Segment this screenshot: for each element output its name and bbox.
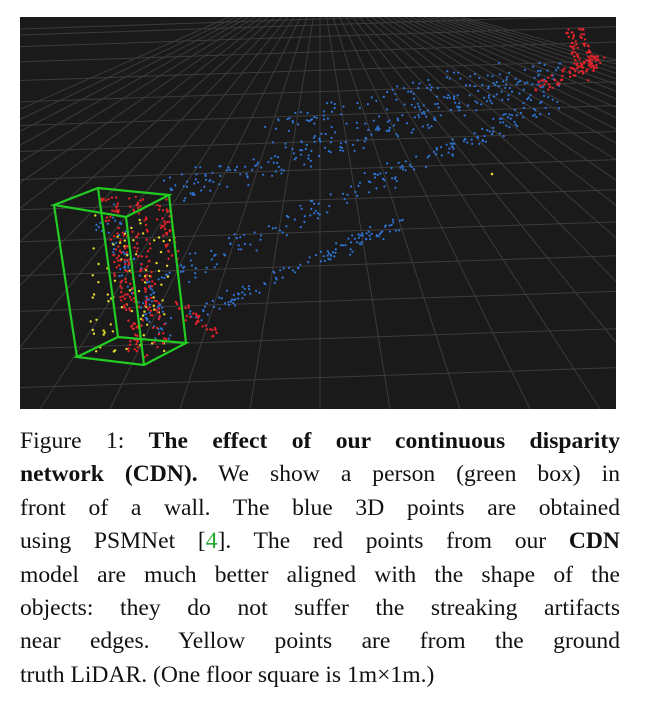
caption-text: ]. The red points from our <box>217 528 569 555</box>
caption-text: using PSMNet [ <box>20 528 206 555</box>
caption-line-4: using PSMNet [4]. The red points from ou… <box>20 525 620 558</box>
citation-link[interactable]: 4 <box>205 528 218 555</box>
caption-line-5: model are much better aligned with the s… <box>20 561 620 588</box>
figure-caption: Figure 1: The effect of our continuous d… <box>20 425 620 692</box>
person-bounding-box <box>49 186 190 367</box>
psmnet-points-blue <box>95 62 562 347</box>
caption-line-1: Figure 1: The effect of our continuous d… <box>20 425 620 458</box>
caption-title-cont: network (CDN). <box>20 461 198 488</box>
lidar-points-yellow <box>89 172 494 353</box>
point-cloud-figure <box>20 17 616 409</box>
caption-line-8: truth LiDAR. (One floor square is 1m×1m.… <box>20 661 435 688</box>
caption-line-2: network (CDN). We show a person (green b… <box>20 458 620 491</box>
caption-line-6: objects: they do not suffer the streakin… <box>20 595 620 622</box>
caption-line-7: near edges. Yellow points are from the g… <box>20 628 620 655</box>
caption-line-3: front of a wall. The blue 3D points are … <box>20 494 620 521</box>
floor-grid <box>20 17 616 409</box>
caption-title: The effect of our continuous disparity <box>148 428 620 454</box>
figure-label: Figure 1: <box>20 428 149 454</box>
caption-bold-cdn: CDN <box>568 528 620 555</box>
caption-text: We show a person (green box) in <box>197 461 620 488</box>
